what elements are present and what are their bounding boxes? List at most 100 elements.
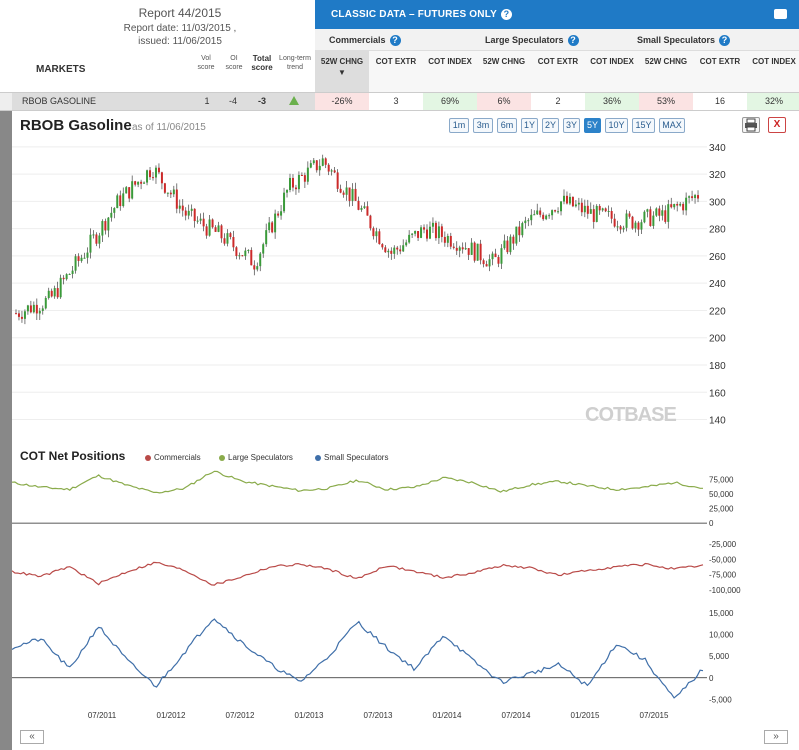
candle-body [652,215,655,226]
help-icon[interactable]: ? [719,35,731,47]
legend-label: Small Speculators [324,453,389,462]
candle-body [414,231,417,234]
candle-body [670,204,673,208]
candle-body [625,213,628,228]
candle-body [622,227,625,230]
candle-body [649,209,652,226]
col-cot-index-commercials[interactable]: COT INDEX [428,57,472,66]
candle-body [154,167,157,178]
col-cot-extr-small[interactable]: COT EXTR [699,57,741,66]
col-label: 52W CHNG [320,57,364,66]
col-52w-chng-commercials[interactable]: 52W CHNG ▼ [315,51,369,92]
col-cot-index-large[interactable]: COT INDEX [590,57,634,66]
range-button-5y[interactable]: 5Y [584,118,601,133]
market-name[interactable]: RBOB GASOLINE [22,96,97,106]
candle-body [41,308,44,311]
candle-body [250,249,253,266]
total-score: -3 [257,96,266,106]
legend-small-speculators[interactable]: Small Speculators [315,453,388,462]
candle-body [68,273,71,275]
col-52w-chng-large[interactable]: 52W CHNG [482,57,526,66]
candle-body [15,313,17,315]
candle-body [253,265,256,270]
candle-body [107,217,110,231]
candle-body [381,244,384,248]
candle-body [134,181,137,185]
range-button-6m[interactable]: 6m [497,118,517,133]
candle-body [104,221,107,231]
row-cell: 3 [369,93,423,110]
candle-body [333,170,336,173]
candle-body [494,253,497,258]
candle-body [428,226,431,239]
candle-body [65,274,68,280]
candle-body [336,172,339,189]
range-button-10y[interactable]: 10Y [605,118,628,133]
candle-body [196,220,199,222]
help-icon[interactable]: ? [389,35,401,47]
candle-body [184,210,187,216]
candle-body [160,172,163,184]
candle-body [539,210,542,215]
row-cell: 32% [747,93,799,110]
candle-body [485,264,488,267]
close-button[interactable]: X [768,117,786,133]
next-button[interactable]: » [764,730,788,744]
candle-body [309,163,312,168]
prev-button[interactable]: « [20,730,44,744]
col-cot-extr-large[interactable]: COT EXTR [537,57,579,66]
col-cot-index-small[interactable]: COT INDEX [752,57,796,66]
range-button-max[interactable]: MAX [659,118,685,133]
y-tick-label: -75,000 [709,571,737,580]
candle-body [560,201,563,212]
legend-commercials[interactable]: Commercials [145,453,201,462]
market-row-left [12,93,315,110]
candle-body [452,246,455,248]
candle-body [616,226,619,228]
candle-body [580,202,583,213]
report-panel: Report 44/2015 Report date: 11/03/2015 ,… [0,0,315,92]
help-icon[interactable]: ? [500,9,512,20]
candle-body [229,233,232,238]
help-icon[interactable]: ? [567,35,579,47]
range-button-2y[interactable]: 2Y [542,118,559,133]
y-tick-label: 240 [709,279,726,290]
candle-body [92,234,95,236]
candle-body [676,203,679,206]
candle-body [271,222,274,233]
range-button-15y[interactable]: 15Y [632,118,655,133]
y-tick-label: 180 [709,361,726,372]
candle-body [372,228,375,237]
candle-body [50,290,53,297]
candle-body [604,208,607,212]
candle-body [116,195,119,209]
candle-body [315,160,318,171]
candle-body [551,210,554,216]
candle-body [339,188,342,193]
print-button[interactable] [742,117,760,133]
col-cot-extr-commercials[interactable]: COT EXTR [375,57,417,66]
total-score-header: Total score [251,54,273,72]
candle-body [137,181,140,185]
candle-body [565,195,568,204]
col-52w-chng-small[interactable]: 52W CHNG [644,57,688,66]
row-cell: 69% [423,93,477,110]
sort-desc-icon: ▼ [338,68,346,77]
market-row[interactable]: RBOB GASOLINE 1 -4 -3 ▼ -26%369%6%236%53… [0,92,799,111]
range-button-1y[interactable]: 1Y [521,118,538,133]
candle-body [360,208,363,210]
candle-body [598,205,601,211]
candle-body [303,175,306,182]
candle-body [655,208,658,216]
range-button-1m[interactable]: 1m [449,118,469,133]
range-button-3m[interactable]: 3m [473,118,493,133]
group-small-speculators: Small Speculators? [637,35,731,47]
legend-large-speculators[interactable]: Large Speculators [219,453,293,462]
print-icon[interactable] [774,9,787,19]
x-tick-label: 01/2015 [571,711,600,720]
oi-score-header: OI score [225,55,243,71]
candle-body [77,256,80,261]
candle-body [437,226,440,239]
range-button-3y[interactable]: 3Y [563,118,580,133]
candle-body [217,225,220,232]
